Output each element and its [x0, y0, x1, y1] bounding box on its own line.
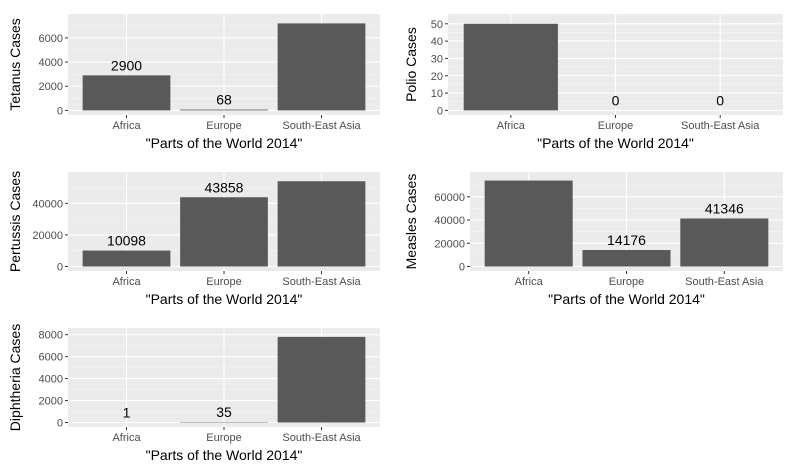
data-label: 14176	[607, 232, 646, 248]
data-label: 0	[612, 92, 620, 108]
x-tick-label: Africa	[497, 120, 526, 132]
y-axis-title: Tetanus Cases	[7, 18, 23, 111]
x-tick-label: Europe	[609, 276, 644, 288]
x-tick-label: Africa	[112, 432, 141, 444]
bar-south-east-asia	[680, 218, 769, 267]
data-label: 1	[123, 404, 131, 420]
y-tick-label: 0	[459, 262, 465, 274]
y-tick-label: 50	[431, 19, 443, 31]
x-tick-label: South-East Asia	[681, 120, 760, 132]
x-tick-label: Europe	[206, 120, 241, 132]
y-tick-label: 8000	[39, 330, 63, 342]
x-tick-label: Africa	[515, 276, 544, 288]
y-tick-label: 30	[431, 53, 443, 65]
bar-europe	[582, 250, 671, 267]
bar-africa	[463, 23, 558, 111]
y-tick-label: 10	[431, 88, 443, 100]
x-axis-title: "Parts of the World 2014"	[548, 291, 705, 307]
x-axis-title: "Parts of the World 2014"	[146, 291, 303, 307]
data-label: 0	[716, 92, 724, 108]
chart-panel: 0 20000 40000 10098 Africa 43858 Europe South-E…	[7, 171, 380, 307]
y-tick-label: 6000	[39, 352, 63, 364]
bar-south-east-asia	[277, 23, 366, 111]
y-tick-label: 40	[431, 36, 443, 48]
data-label: 35	[216, 404, 232, 420]
chart-panel: 0 20000 40000 60000 Africa 14176 Europe 41346 So…	[403, 172, 783, 307]
x-tick-label: Africa	[112, 120, 141, 132]
chart-panel: 0 2000 4000 6000 2900 Africa 68 Europe South-Eas…	[7, 14, 380, 151]
x-tick-label: South-East Asia	[282, 276, 361, 288]
y-tick-label: 40000	[32, 198, 63, 210]
bar-europe	[180, 109, 268, 111]
bar-south-east-asia	[277, 181, 366, 267]
x-tick-label: Europe	[598, 120, 633, 132]
bar-south-east-asia	[277, 336, 366, 423]
bar-africa	[82, 250, 171, 267]
y-tick-label: 0	[57, 105, 63, 117]
y-axis-title: Pertussis Cases	[7, 171, 23, 272]
x-tick-label: South-East Asia	[282, 432, 361, 444]
y-tick-label: 0	[57, 262, 63, 274]
y-tick-label: 4000	[39, 374, 63, 386]
y-tick-label: 4000	[39, 57, 63, 69]
chart-panel: 0 10 20 30 40 50 Africa 0 Europe 0 South-East Asia…	[403, 14, 783, 151]
data-label: 68	[216, 92, 232, 108]
chart-panel: 0 2000 4000 6000 8000 1 Africa 35 Europe South-Ea…	[7, 324, 380, 463]
y-tick-label: 2000	[39, 396, 63, 408]
y-axis-title: Measles Cases	[403, 174, 419, 270]
y-tick-label: 2000	[39, 81, 63, 93]
bar-europe	[180, 197, 268, 267]
y-tick-label: 20000	[32, 230, 63, 242]
x-tick-label: Europe	[206, 432, 241, 444]
bar-africa	[82, 75, 171, 111]
y-tick-label: 40000	[434, 215, 465, 227]
y-axis-title: Diphtheria Cases	[7, 324, 23, 431]
data-label: 10098	[107, 233, 146, 249]
data-label: 41346	[705, 200, 744, 216]
y-tick-label: 60000	[434, 192, 465, 204]
x-tick-label: South-East Asia	[685, 276, 764, 288]
bar-africa	[484, 180, 573, 267]
x-axis-title: "Parts of the World 2014"	[146, 447, 303, 463]
x-tick-label: Africa	[112, 276, 141, 288]
y-tick-label: 0	[57, 418, 63, 430]
data-label: 43858	[205, 179, 244, 195]
y-axis-title: Polio Cases	[403, 27, 419, 102]
x-axis-title: "Parts of the World 2014"	[146, 135, 303, 151]
x-tick-label: South-East Asia	[282, 120, 361, 132]
x-tick-label: Europe	[206, 276, 241, 288]
data-label: 2900	[111, 57, 142, 73]
y-tick-label: 0	[437, 105, 443, 117]
y-tick-label: 6000	[39, 33, 63, 45]
y-tick-label: 20000	[434, 238, 465, 250]
x-axis-title: "Parts of the World 2014"	[537, 135, 694, 151]
y-tick-label: 20	[431, 71, 443, 83]
